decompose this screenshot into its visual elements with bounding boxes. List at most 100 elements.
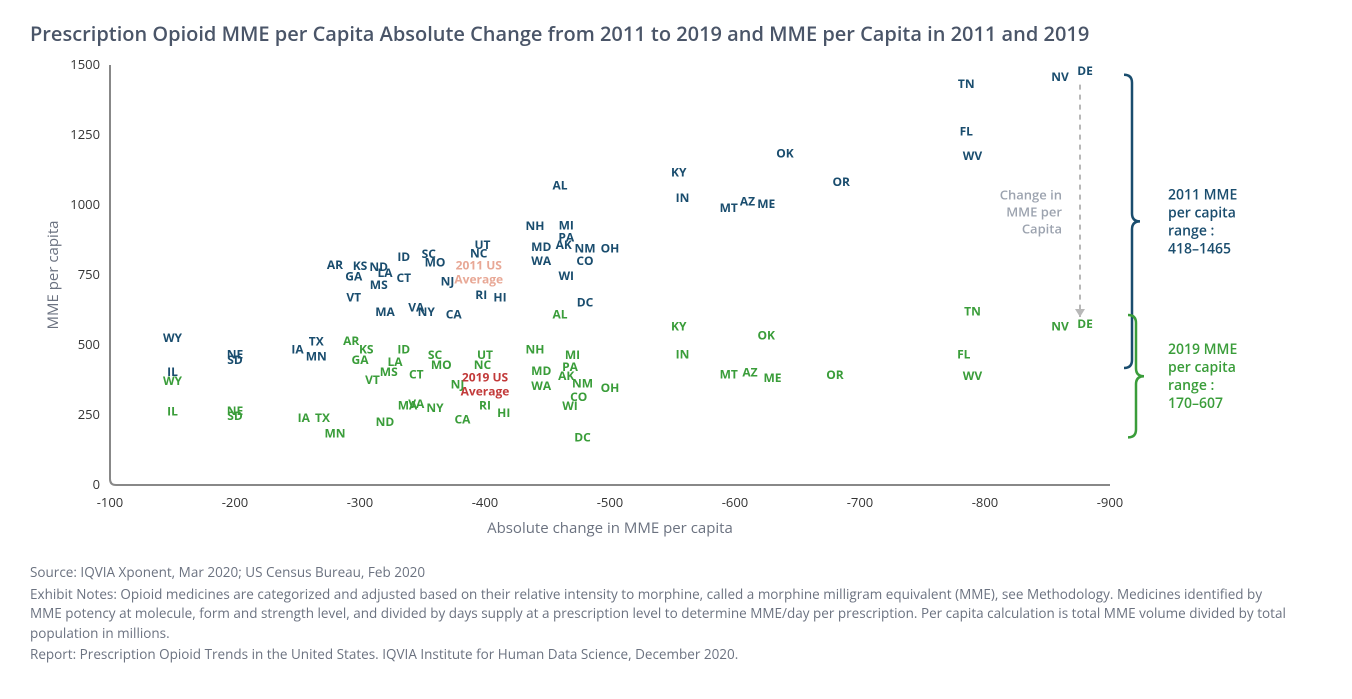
svg-text:range :: range : — [1168, 221, 1214, 240]
state-point: VA — [408, 395, 425, 412]
svg-text:1000: 1000 — [70, 195, 100, 213]
state-point: OH — [601, 240, 620, 257]
state-point: IL — [167, 403, 178, 420]
state-point: OR — [826, 366, 844, 383]
state-point: NM — [572, 375, 593, 392]
svg-text:1250: 1250 — [70, 125, 100, 143]
state-point: WV — [963, 367, 983, 384]
svg-text:per capita: per capita — [1168, 203, 1236, 222]
svg-text:-200: -200 — [222, 493, 248, 511]
state-point: MO — [431, 356, 452, 373]
state-point: NH — [526, 217, 545, 234]
state-point: OK — [776, 144, 794, 161]
state-point: TN — [958, 75, 975, 92]
state-point: DE — [1077, 62, 1093, 79]
state-point: GA — [352, 351, 370, 368]
exhibit-note: Exhibit Notes: Opioid medicines are cate… — [30, 585, 1290, 644]
state-point: HI — [493, 289, 506, 306]
state-point: GA — [345, 268, 363, 285]
state-point: MO — [425, 254, 446, 271]
chart-title: Prescription Opioid MME per Capita Absol… — [30, 20, 1322, 47]
svg-text:MME per capita: MME per capita — [43, 220, 63, 329]
svg-text:750: 750 — [78, 265, 100, 283]
svg-text:500: 500 — [78, 335, 100, 353]
change-annotation: Change in — [1000, 185, 1062, 203]
state-point: RI — [475, 286, 487, 303]
state-point: MT — [720, 199, 738, 216]
state-point: NJ — [441, 273, 455, 290]
state-point: DE — [1077, 315, 1093, 332]
state-point: WA — [531, 252, 552, 269]
state-point: AR — [327, 256, 343, 273]
state-point: TN — [964, 303, 981, 320]
state-point: OH — [601, 379, 620, 396]
state-point: NM — [574, 240, 595, 257]
state-point: SD — [227, 407, 243, 424]
state-point: IN — [676, 345, 690, 362]
state-point: MS — [370, 276, 388, 293]
state-point: ME — [757, 195, 775, 212]
state-point: NY — [426, 399, 444, 416]
svg-text:0: 0 — [93, 475, 100, 493]
state-point: WY — [163, 329, 183, 346]
state-point: VT — [346, 289, 361, 306]
svg-text:170–607: 170–607 — [1168, 394, 1223, 413]
state-point: CA — [455, 410, 472, 427]
state-point: AR — [343, 332, 359, 349]
svg-text:-100: -100 — [97, 493, 123, 511]
svg-text:1500: 1500 — [70, 55, 100, 73]
state-point: IA — [298, 409, 311, 426]
footnotes: Source: IQVIA Xponent, Mar 2020; US Cens… — [30, 563, 1290, 665]
svg-text:Capita: Capita — [1022, 219, 1062, 237]
chart-container: -100-200-300-400-500-600-700-800-9000250… — [30, 55, 1320, 545]
state-point: AL — [552, 177, 567, 194]
svg-text:range :: range : — [1168, 376, 1214, 395]
state-point: MA — [375, 303, 395, 320]
svg-text:Average: Average — [454, 270, 503, 287]
state-point: MT — [720, 366, 738, 383]
state-point: AK — [556, 236, 572, 253]
scatter-chart: -100-200-300-400-500-600-700-800-9000250… — [30, 55, 1320, 545]
state-point: WA — [531, 377, 552, 394]
svg-text:-700: -700 — [847, 493, 873, 511]
state-point: FL — [957, 345, 971, 362]
svg-text:-300: -300 — [347, 493, 373, 511]
state-point: NY — [418, 303, 436, 320]
state-point: AL — [552, 305, 567, 322]
state-point: FL — [960, 123, 974, 140]
range-label: 2019 MME — [1168, 340, 1237, 359]
state-point: ME — [763, 369, 781, 386]
svg-text:-900: -900 — [1097, 493, 1123, 511]
source-note: Source: IQVIA Xponent, Mar 2020; US Cens… — [30, 563, 1290, 583]
state-point: MN — [306, 347, 327, 364]
svg-text:418–1465: 418–1465 — [1168, 239, 1231, 258]
state-point: ID — [397, 248, 410, 265]
report-note: Report: Prescription Opioid Trends in th… — [30, 645, 1290, 665]
state-point: MS — [380, 363, 398, 380]
state-point: NV — [1051, 317, 1069, 334]
state-point: WI — [562, 397, 578, 414]
svg-text:-400: -400 — [472, 493, 498, 511]
state-point: OR — [833, 173, 851, 190]
svg-text:Absolute change in MME per cap: Absolute change in MME per capita — [487, 518, 733, 538]
state-point: CT — [409, 366, 424, 383]
state-point: SD — [227, 351, 243, 368]
svg-text:-600: -600 — [722, 493, 748, 511]
state-point: KY — [671, 317, 687, 334]
svg-text:MME per: MME per — [1006, 202, 1062, 220]
state-point: AZ — [742, 363, 757, 380]
state-point: OK — [757, 326, 775, 343]
state-point: DC — [574, 429, 591, 446]
state-point: CT — [396, 269, 411, 286]
svg-text:Average: Average — [461, 382, 510, 399]
state-point: NV — [1051, 68, 1069, 85]
state-point: WV — [963, 147, 983, 164]
svg-text:-500: -500 — [597, 493, 623, 511]
svg-text:-800: -800 — [972, 493, 998, 511]
svg-text:per capita: per capita — [1168, 358, 1236, 377]
state-point: KY — [671, 163, 687, 180]
state-point: NH — [526, 340, 545, 357]
state-point: ID — [397, 340, 410, 357]
range-label: 2011 MME — [1168, 185, 1237, 204]
state-point: WI — [558, 267, 574, 284]
